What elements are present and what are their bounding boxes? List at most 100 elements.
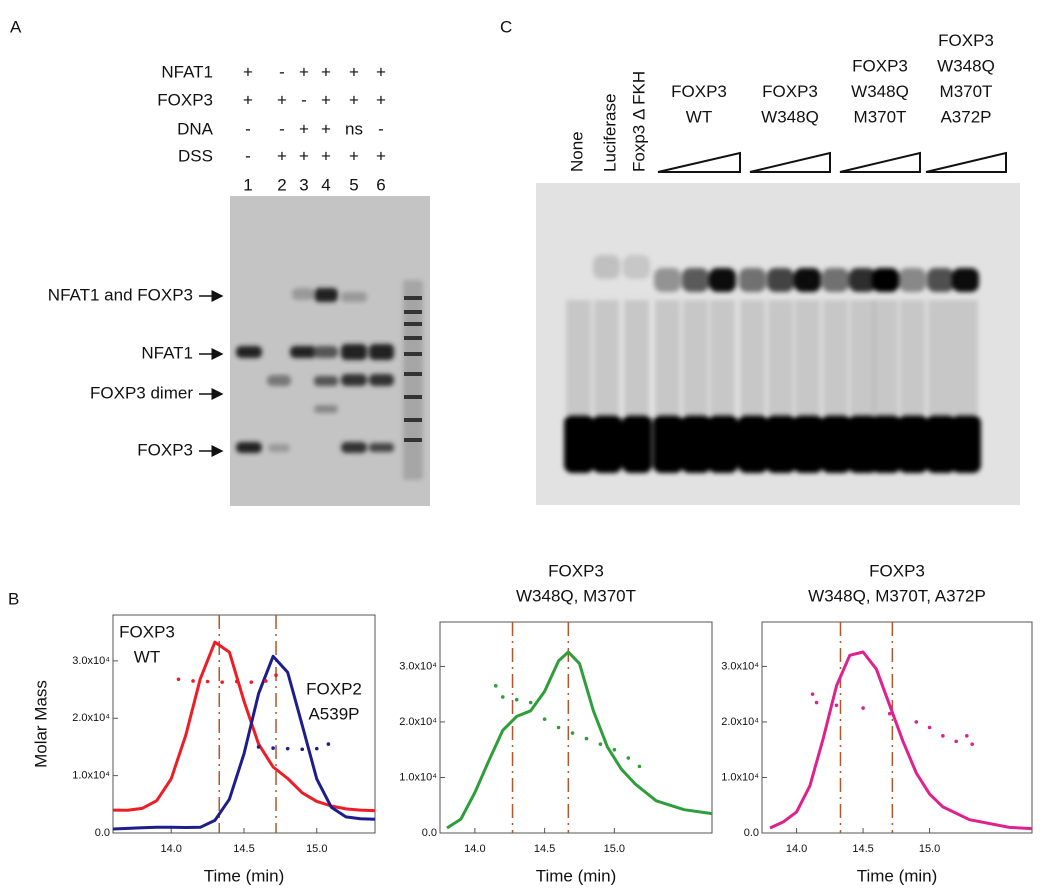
plot-frame: [439, 621, 713, 834]
label: +: [321, 90, 331, 109]
smear: [928, 300, 953, 415]
molar-mass-point: [191, 679, 195, 683]
label: FOXP3 dimer: [90, 383, 193, 402]
molar-mass-point: [264, 679, 268, 683]
molar-mass-point: [500, 695, 505, 699]
smear: [900, 300, 925, 415]
label: M370T: [940, 82, 993, 101]
molar-mass-point: [637, 764, 642, 769]
annotation: FOXP3: [119, 622, 175, 641]
label: 4: [321, 175, 330, 194]
label: 6: [376, 175, 385, 194]
plot-frame: [761, 621, 1033, 834]
label: FOXP3: [762, 82, 818, 101]
free-probe: [592, 415, 622, 473]
molar-mass-point: [256, 745, 261, 749]
wedge: [749, 151, 831, 173]
label: +: [277, 146, 287, 165]
free-probe: [564, 415, 594, 473]
chart-title: W348Q, M370T, A372P: [808, 586, 986, 605]
trace: [769, 650, 1033, 831]
free-probe: [951, 415, 981, 473]
label: Foxp3 Δ FKH: [629, 71, 648, 172]
x-tick-label: 14.5: [233, 843, 254, 855]
smear: [795, 300, 820, 415]
label: +: [321, 146, 331, 165]
shifted-band: [739, 268, 766, 292]
label: +: [299, 146, 309, 165]
label: -: [245, 119, 251, 138]
molar-mass-point: [493, 684, 498, 688]
label: ns: [345, 119, 363, 138]
label: -: [279, 119, 285, 138]
molar-mass-point: [810, 692, 815, 696]
molar-mass-point: [927, 725, 932, 730]
molar-mass-point: [234, 679, 239, 684]
molar-mass-point: [285, 746, 290, 751]
label: 3: [299, 175, 308, 194]
x-tick-label: 15.0: [604, 843, 625, 855]
molar-mass-point: [598, 742, 603, 746]
label: FOXP3: [852, 56, 908, 75]
free-probe: [871, 415, 901, 473]
shifted-band: [593, 255, 620, 279]
y-axis-label: Molar Mass: [31, 680, 50, 768]
label: -: [245, 146, 251, 165]
shifted-band: [872, 268, 899, 292]
label: +: [243, 62, 253, 81]
label: NFAT1 and FOXP3: [48, 285, 193, 304]
smear: [566, 300, 591, 415]
gel-c: [536, 183, 1020, 505]
shifted-band: [849, 268, 876, 292]
y-tick-label: 2.0x10⁴: [399, 716, 437, 728]
label: +: [243, 90, 253, 109]
label: W348Q: [851, 82, 909, 101]
trace: [446, 650, 713, 830]
chart-title: FOXP3: [548, 561, 604, 580]
label: B: [8, 589, 19, 608]
label: 1: [243, 175, 252, 194]
label: None: [567, 131, 586, 172]
label: FOXP3: [671, 82, 727, 101]
molar-mass-point: [556, 725, 561, 730]
label: NFAT1: [161, 62, 213, 81]
molar-mass-point: [914, 720, 919, 724]
free-probe: [793, 415, 823, 473]
molar-mass-point: [970, 742, 974, 746]
wedge: [839, 151, 921, 173]
annotation: WT: [134, 647, 160, 666]
smear: [873, 300, 898, 415]
free-probe: [738, 415, 768, 473]
label: WT: [686, 107, 712, 126]
x-axis-label: Time (min): [204, 866, 285, 885]
molar-mass-point: [314, 746, 319, 751]
shifted-band: [682, 268, 709, 292]
molar-mass-point: [584, 736, 589, 741]
shifted-band: [654, 268, 681, 292]
y-tick-label: 3.0x10⁴: [721, 660, 759, 672]
label: -: [279, 62, 285, 81]
label: +: [349, 62, 359, 81]
y-tick-label: 0.0: [744, 827, 759, 839]
label: M370T: [854, 107, 907, 126]
free-probe: [821, 415, 851, 473]
label: FOXP3: [157, 90, 213, 109]
label: +: [376, 146, 386, 165]
molar-mass-point: [626, 756, 631, 760]
free-probe: [766, 415, 796, 473]
shifted-band: [794, 268, 821, 292]
x-tick-label: 15.0: [919, 843, 940, 855]
trace: [112, 654, 376, 831]
label: -: [301, 90, 307, 109]
smear: [823, 300, 848, 415]
molar-mass-point: [249, 680, 254, 684]
molar-mass-point: [176, 677, 181, 682]
x-axis-label: Time (min): [536, 866, 617, 885]
label: W348Q: [761, 107, 819, 126]
shifted-band: [623, 255, 650, 279]
y-tick-label: 1.0x10⁴: [721, 771, 759, 783]
free-probe: [653, 415, 683, 473]
free-probe: [708, 415, 738, 473]
